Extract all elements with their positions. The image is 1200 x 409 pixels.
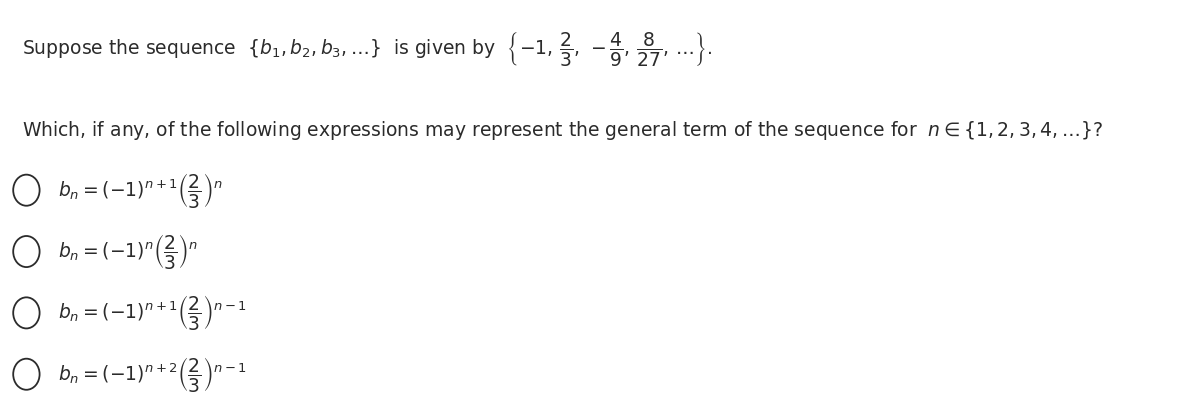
Text: $b_n = (-1)^{n+2}\left(\dfrac{2}{3}\right)^{n-1}$: $b_n = (-1)^{n+2}\left(\dfrac{2}{3}\righ… [58,355,246,394]
Text: Suppose the sequence  $\{b_1, b_2, b_3, \ldots\}$  is given by  $\left\{-1,\, \d: Suppose the sequence $\{b_1, b_2, b_3, \… [22,30,712,68]
Text: $b_n = (-1)^{n+1}\left(\dfrac{2}{3}\right)^{n-1}$: $b_n = (-1)^{n+1}\left(\dfrac{2}{3}\righ… [58,293,246,333]
Text: $b_n = (-1)^{n}\left(\dfrac{2}{3}\right)^{n}$: $b_n = (-1)^{n}\left(\dfrac{2}{3}\right)… [58,232,198,271]
Text: Which, if any, of the following expressions may represent the general term of th: Which, if any, of the following expressi… [22,119,1103,142]
Text: $b_n = (-1)^{n+1}\left(\dfrac{2}{3}\right)^{n}$: $b_n = (-1)^{n+1}\left(\dfrac{2}{3}\righ… [58,171,222,210]
